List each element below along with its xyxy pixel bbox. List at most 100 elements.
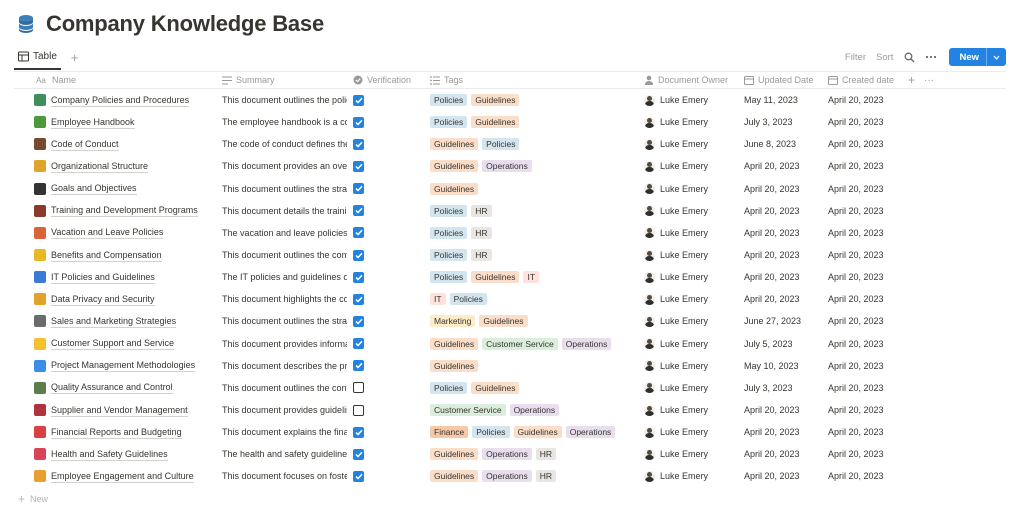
summary-cell[interactable]: This document outlines the controls: [216, 377, 347, 399]
created-date-cell[interactable]: April 20, 2023: [822, 133, 902, 155]
page-name[interactable]: Health and Safety Guidelines: [51, 448, 168, 461]
summary-cell[interactable]: This document focuses on fostering: [216, 465, 347, 487]
verification-cell[interactable]: [347, 288, 424, 310]
summary-cell[interactable]: The health and safety guidelines: [216, 443, 347, 465]
tags-cell[interactable]: IT Policies: [424, 288, 638, 310]
created-date-cell[interactable]: April 20, 2023: [822, 310, 902, 332]
verified-checkbox[interactable]: [353, 360, 364, 372]
created-date-cell[interactable]: April 20, 2023: [822, 89, 902, 111]
name-cell[interactable]: Employee Engagement and Culture: [14, 465, 216, 487]
summary-cell[interactable]: This document provides information: [216, 333, 347, 355]
column-header-updated[interactable]: Updated Date: [738, 72, 822, 88]
verified-checkbox[interactable]: [353, 426, 364, 438]
table-row[interactable]: IT Policies and Guidelines The IT polici…: [14, 266, 1006, 288]
updated-date-cell[interactable]: April 20, 2023: [738, 178, 822, 200]
verification-cell[interactable]: [347, 333, 424, 355]
add-property-button[interactable]: +: [908, 73, 916, 87]
name-cell[interactable]: Employee Handbook: [14, 111, 216, 133]
column-header-verification[interactable]: Verification: [347, 72, 424, 88]
verification-cell[interactable]: [347, 310, 424, 332]
updated-date-cell[interactable]: May 10, 2023: [738, 355, 822, 377]
page-name[interactable]: Sales and Marketing Strategies: [51, 315, 177, 328]
tags-cell[interactable]: Marketing Guidelines: [424, 310, 638, 332]
created-date-cell[interactable]: April 20, 2023: [822, 288, 902, 310]
more-options-icon[interactable]: [925, 51, 937, 63]
created-date-cell[interactable]: April 20, 2023: [822, 355, 902, 377]
verification-cell[interactable]: [347, 244, 424, 266]
tab-table[interactable]: Table: [14, 44, 61, 70]
page-name[interactable]: Company Policies and Procedures: [51, 94, 190, 107]
updated-date-cell[interactable]: July 5, 2023: [738, 333, 822, 355]
owner-cell[interactable]: Luke Emery: [638, 244, 738, 266]
summary-cell[interactable]: This document outlines the strategic: [216, 178, 347, 200]
updated-date-cell[interactable]: April 20, 2023: [738, 465, 822, 487]
verification-cell[interactable]: [347, 355, 424, 377]
summary-cell[interactable]: This document describes the project: [216, 355, 347, 377]
verification-cell[interactable]: [347, 178, 424, 200]
summary-cell[interactable]: The employee handbook is a comprehensive: [216, 111, 347, 133]
table-row[interactable]: Training and Development Programs This d…: [14, 200, 1006, 222]
column-header-owner[interactable]: Document Owner: [638, 72, 738, 88]
add-view-button[interactable]: +: [70, 49, 79, 65]
verified-checkbox[interactable]: [353, 227, 364, 239]
updated-date-cell[interactable]: June 27, 2023: [738, 310, 822, 332]
name-cell[interactable]: Health and Safety Guidelines: [14, 443, 216, 465]
verified-checkbox[interactable]: [353, 271, 364, 283]
verified-checkbox[interactable]: [353, 138, 364, 150]
table-row[interactable]: Vacation and Leave Policies The vacation…: [14, 222, 1006, 244]
name-cell[interactable]: Quality Assurance and Control: [14, 377, 216, 399]
page-name[interactable]: Benefits and Compensation: [51, 249, 162, 262]
owner-cell[interactable]: Luke Emery: [638, 266, 738, 288]
tags-cell[interactable]: Policies Guidelines: [424, 89, 638, 111]
owner-cell[interactable]: Luke Emery: [638, 310, 738, 332]
owner-cell[interactable]: Luke Emery: [638, 465, 738, 487]
verification-cell[interactable]: [347, 155, 424, 177]
tags-cell[interactable]: Policies Guidelines IT: [424, 266, 638, 288]
tags-cell[interactable]: Guidelines Policies: [424, 133, 638, 155]
verified-checkbox[interactable]: [353, 94, 364, 106]
add-row-button[interactable]: + New: [14, 488, 1006, 507]
owner-cell[interactable]: Luke Emery: [638, 133, 738, 155]
created-date-cell[interactable]: April 20, 2023: [822, 178, 902, 200]
name-cell[interactable]: Organizational Structure: [14, 155, 216, 177]
tags-cell[interactable]: Policies Guidelines: [424, 377, 638, 399]
verified-checkbox[interactable]: [353, 382, 364, 394]
created-date-cell[interactable]: April 20, 2023: [822, 443, 902, 465]
verified-checkbox[interactable]: [353, 338, 364, 350]
name-cell[interactable]: Code of Conduct: [14, 133, 216, 155]
table-row[interactable]: Data Privacy and Security This document …: [14, 288, 1006, 310]
page-name[interactable]: Supplier and Vendor Management: [51, 404, 188, 417]
summary-cell[interactable]: The vacation and leave policies: [216, 222, 347, 244]
page-name[interactable]: Employee Handbook: [51, 116, 135, 129]
column-header-created[interactable]: Created date: [822, 72, 902, 88]
table-row[interactable]: Employee Handbook The employee handbook …: [14, 111, 1006, 133]
verification-cell[interactable]: [347, 266, 424, 288]
owner-cell[interactable]: Luke Emery: [638, 399, 738, 421]
verified-checkbox[interactable]: [353, 293, 364, 305]
updated-date-cell[interactable]: April 20, 2023: [738, 443, 822, 465]
verified-checkbox[interactable]: [353, 470, 364, 482]
name-cell[interactable]: Goals and Objectives: [14, 178, 216, 200]
page-name[interactable]: Training and Development Programs: [51, 205, 198, 218]
updated-date-cell[interactable]: July 3, 2023: [738, 377, 822, 399]
table-row[interactable]: Benefits and Compensation This document …: [14, 244, 1006, 266]
name-cell[interactable]: Data Privacy and Security: [14, 288, 216, 310]
name-cell[interactable]: Project Management Methodologies: [14, 355, 216, 377]
created-date-cell[interactable]: April 20, 2023: [822, 111, 902, 133]
owner-cell[interactable]: Luke Emery: [638, 155, 738, 177]
owner-cell[interactable]: Luke Emery: [638, 333, 738, 355]
verification-cell[interactable]: [347, 465, 424, 487]
verification-cell[interactable]: [347, 399, 424, 421]
verification-cell[interactable]: [347, 89, 424, 111]
updated-date-cell[interactable]: April 20, 2023: [738, 288, 822, 310]
name-cell[interactable]: Sales and Marketing Strategies: [14, 310, 216, 332]
updated-date-cell[interactable]: July 3, 2023: [738, 111, 822, 133]
tags-cell[interactable]: Guidelines: [424, 355, 638, 377]
verified-checkbox[interactable]: [353, 249, 364, 261]
owner-cell[interactable]: Luke Emery: [638, 200, 738, 222]
tags-cell[interactable]: Finance Policies Guidelines Operations: [424, 421, 638, 443]
owner-cell[interactable]: Luke Emery: [638, 421, 738, 443]
table-row[interactable]: Goals and Objectives This document outli…: [14, 178, 1006, 200]
table-row[interactable]: Organizational Structure This document p…: [14, 155, 1006, 177]
name-cell[interactable]: Training and Development Programs: [14, 200, 216, 222]
